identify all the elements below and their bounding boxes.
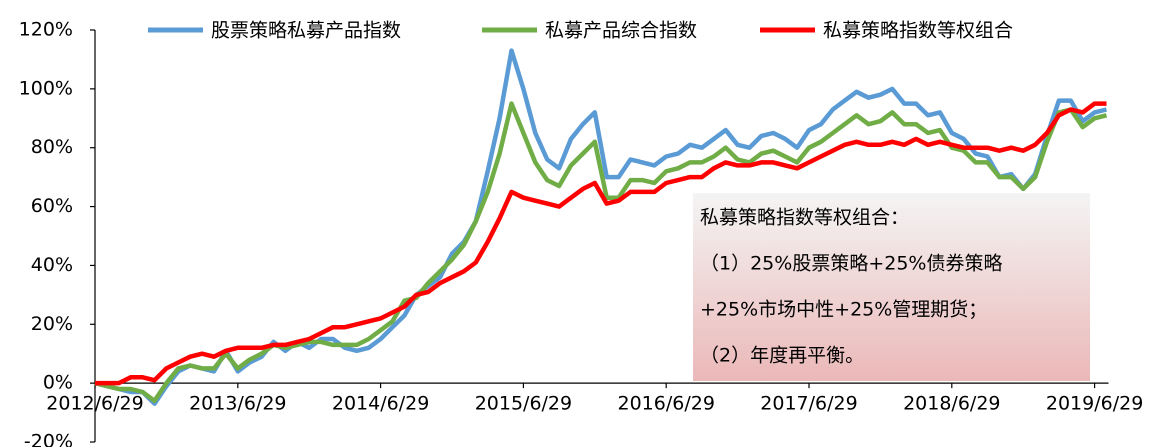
y-tick-label: 60% xyxy=(31,195,73,217)
y-tick-label: 20% xyxy=(31,313,73,335)
y-tick-label: 80% xyxy=(31,136,73,158)
x-tick-label: 2013/6/29 xyxy=(189,393,286,415)
x-tick-label: 2015/6/29 xyxy=(475,393,572,415)
y-tick-label: 100% xyxy=(19,77,73,99)
y-tick-label: 0% xyxy=(43,372,73,394)
x-tick-label: 2012/6/29 xyxy=(46,393,143,415)
legend-label: 股票策略私募产品指数 xyxy=(211,20,401,42)
y-tick-label: -20% xyxy=(24,431,73,447)
x-tick-label: 2016/6/29 xyxy=(617,393,714,415)
series-line xyxy=(94,101,1108,404)
x-tick-label: 2017/6/29 xyxy=(760,393,857,415)
annotation-text: +25%市场中性+25%管理期货； xyxy=(700,299,987,321)
x-tick-label: 2018/6/29 xyxy=(903,393,1000,415)
legend-label: 私募产品综合指数 xyxy=(545,20,697,42)
y-tick-label: 120% xyxy=(19,19,73,41)
x-tick-label: 2014/6/29 xyxy=(332,393,429,415)
annotation-text: （2）年度再平衡。 xyxy=(700,345,864,367)
annotation-text: （1）25%股票策略+25%债券策略 xyxy=(700,253,1002,275)
x-tick-label: 2019/6/29 xyxy=(1046,393,1143,415)
series-line xyxy=(95,101,1107,386)
y-tick-label: 40% xyxy=(31,254,73,276)
annotation-box xyxy=(693,193,1090,381)
legend-label: 私募策略指数等权组合 xyxy=(823,20,1013,42)
annotation-text: 私募策略指数等权组合： xyxy=(700,207,909,229)
